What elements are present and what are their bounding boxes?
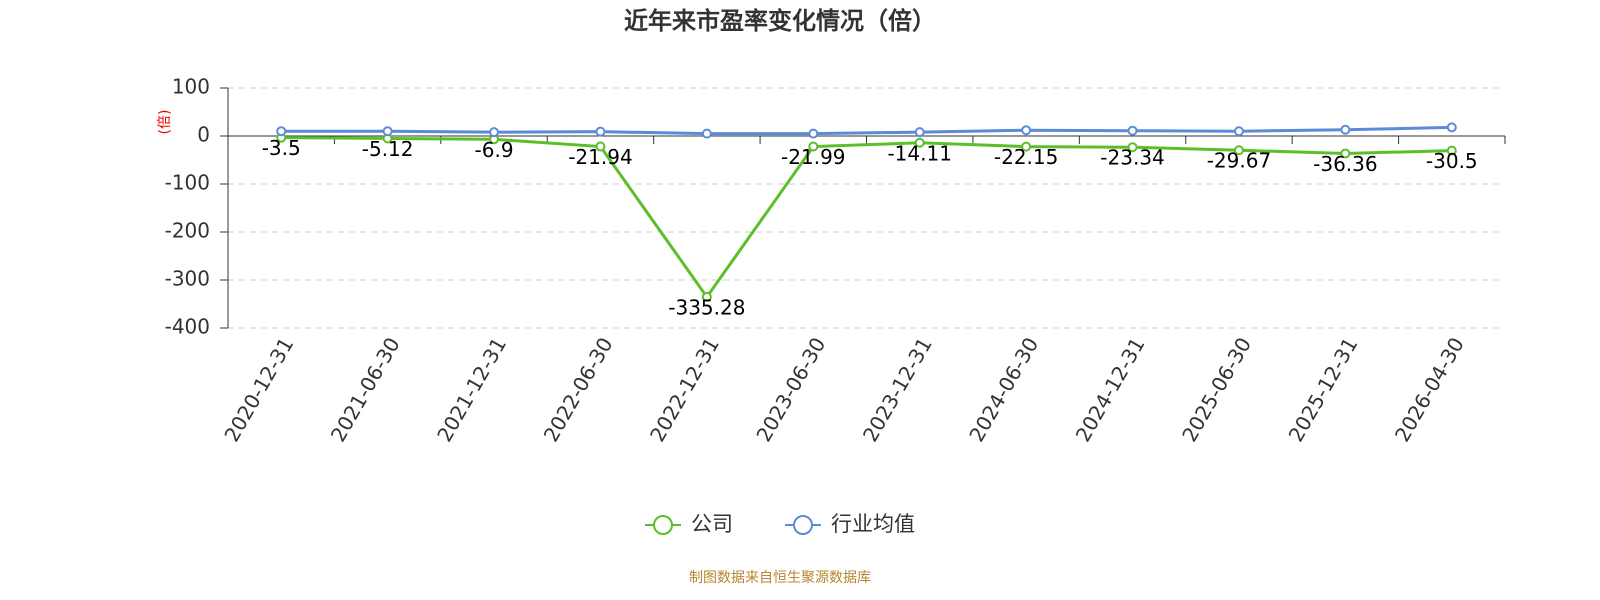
data-label: -30.5 <box>1426 149 1478 173</box>
y-tick-label: 100 <box>172 75 210 99</box>
point <box>595 141 606 152</box>
y-tick-label: -400 <box>165 315 210 339</box>
x-tick-label: 2024-12-31 <box>1071 333 1150 446</box>
point <box>914 127 925 138</box>
data-label: -335.28 <box>668 295 745 319</box>
data-label: -29.67 <box>1207 149 1271 173</box>
data-label: -5.12 <box>362 137 414 161</box>
point <box>1127 125 1138 136</box>
x-tick-label: 2025-06-30 <box>1177 333 1256 446</box>
y-tick-label: -200 <box>165 219 210 243</box>
chart-title: 近年来市盈率变化情况（倍） <box>624 7 936 35</box>
point <box>1233 126 1244 137</box>
legend-marker <box>653 515 673 535</box>
data-label: -3.5 <box>262 136 301 160</box>
x-tick-label: 2026-04-30 <box>1390 333 1469 446</box>
point <box>1233 145 1244 156</box>
point <box>808 141 819 152</box>
data-label: -36.36 <box>1313 152 1377 176</box>
series-line <box>281 136 1452 300</box>
x-tick-label: 2022-12-31 <box>645 333 724 446</box>
x-tick-label: 2024-06-30 <box>964 333 1043 446</box>
point <box>1127 142 1138 153</box>
point <box>701 128 712 139</box>
point <box>1021 141 1032 152</box>
series-line <box>281 125 1452 136</box>
x-tick-label: 2023-06-30 <box>751 333 830 446</box>
y-tick-label: -300 <box>165 267 210 291</box>
data-label: -21.99 <box>781 145 845 169</box>
legend-label: 行业均值 <box>831 512 915 536</box>
point <box>1446 122 1457 133</box>
data-label: -6.9 <box>475 138 514 162</box>
point <box>914 137 925 148</box>
x-tick-label: 2021-06-30 <box>326 333 405 446</box>
point <box>382 126 393 137</box>
point <box>808 128 819 139</box>
y-tick-label: 0 <box>197 123 210 147</box>
y-tick-label: -100 <box>165 171 210 195</box>
x-tick-label: 2020-12-31 <box>219 333 298 446</box>
point <box>1021 125 1032 136</box>
point <box>1340 124 1351 135</box>
data-label: -23.34 <box>1100 146 1164 170</box>
point <box>1340 148 1351 159</box>
y-axis-label: (倍) <box>157 110 173 135</box>
source-note: 制图数据来自恒生聚源数据库 <box>689 570 871 586</box>
x-tick-label: 2023-12-31 <box>858 333 937 446</box>
point <box>595 126 606 137</box>
point <box>276 126 287 137</box>
data-label: -21.94 <box>568 145 632 169</box>
x-tick-label: 2022-06-30 <box>539 333 618 446</box>
point <box>1446 145 1457 156</box>
data-label: -14.11 <box>887 141 951 165</box>
point <box>701 291 712 302</box>
x-tick-label: 2025-12-31 <box>1284 333 1363 446</box>
x-tick-label: 2021-12-31 <box>432 333 511 446</box>
legend-marker <box>793 515 813 535</box>
legend-label: 公司 <box>691 512 733 536</box>
point <box>489 127 500 138</box>
data-label: -22.15 <box>994 145 1058 169</box>
